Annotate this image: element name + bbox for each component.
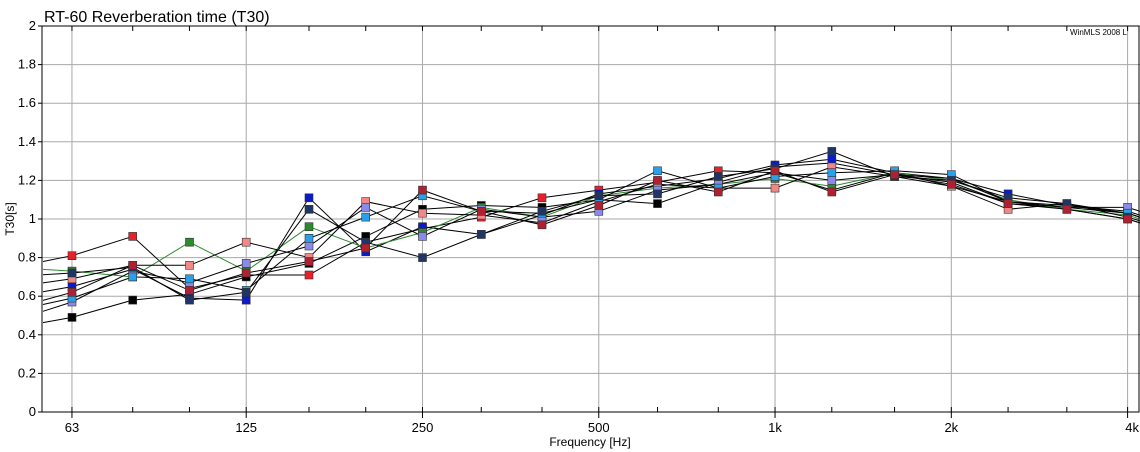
data-point (185, 274, 194, 284)
data-point (537, 220, 547, 230)
data-point (67, 268, 77, 278)
data-point (128, 295, 137, 305)
x-tick-label: 125 (235, 420, 257, 435)
x-tick-label: 500 (588, 420, 610, 435)
data-point (653, 166, 662, 176)
data-point (537, 207, 547, 216)
data-point (713, 187, 723, 197)
data-point (653, 199, 662, 208)
axes: 0 0.2 0.4 0.6 0.8 1 1.2 1.4 1.6 1.8 2 63 125 250 500 1k… (18, 18, 1140, 435)
data-point (827, 187, 837, 197)
data-point (476, 230, 486, 239)
data-point (890, 170, 899, 179)
series-markers (67, 147, 1132, 322)
data-point (128, 260, 137, 270)
data-point (241, 268, 251, 278)
y-tick-label: 1.2 (18, 172, 36, 187)
data-point (241, 259, 251, 268)
data-point (304, 193, 314, 203)
data-point (67, 251, 77, 260)
y-tick-label: 0.2 (18, 365, 36, 380)
y-tick-label: 0.6 (18, 288, 36, 303)
data-point (476, 207, 486, 216)
data-point (653, 189, 662, 199)
data-point (185, 286, 194, 295)
data-point (304, 270, 314, 280)
y-tick-label: 1.8 (18, 57, 36, 72)
data-point (770, 166, 780, 176)
data-point (128, 272, 137, 282)
plot-frame (41, 25, 1140, 413)
data-point (185, 295, 194, 305)
y-tick-label: 0.8 (18, 250, 36, 265)
data-point (67, 287, 77, 297)
data-point (1062, 205, 1072, 214)
data-point (241, 287, 251, 297)
data-point (418, 232, 427, 241)
data-point (827, 154, 837, 164)
data-point (594, 201, 604, 210)
data-point (946, 180, 956, 189)
data-point (361, 243, 371, 253)
data-point (418, 253, 427, 262)
x-axis-label: Frequency [Hz] (549, 435, 630, 449)
data-point (418, 185, 427, 195)
y-tick-label: 0 (29, 404, 36, 419)
data-point (713, 172, 723, 181)
data-point (827, 176, 837, 185)
data-point (1123, 214, 1132, 224)
y-tick-label: 2 (29, 18, 36, 33)
data-point (304, 257, 314, 266)
data-point (304, 234, 314, 243)
data-point (770, 183, 780, 193)
watermark-text: WinMLS 2008 L (1070, 28, 1127, 37)
data-point (653, 176, 662, 185)
data-point (827, 168, 837, 177)
data-point (241, 295, 251, 305)
data-point (128, 232, 137, 241)
x-tick-label: 1k (768, 420, 782, 435)
data-point (594, 191, 604, 201)
x-tick-label: 63 (65, 420, 79, 435)
y-axis-label: T30[s] (3, 202, 17, 235)
data-point (185, 237, 194, 247)
x-tick-label: 2k (944, 420, 958, 435)
data-point (304, 205, 314, 214)
data-point (537, 193, 547, 203)
data-point (304, 222, 314, 231)
y-tick-label: 0.4 (18, 327, 36, 342)
y-tick-label: 1.6 (18, 95, 36, 110)
y-tick-label: 1 (29, 211, 36, 226)
chart-title: RT-60 Reverberation time (T30) (44, 9, 270, 26)
data-point (418, 208, 427, 218)
x-tick-label: 4k (1125, 420, 1139, 435)
x-tick-label: 250 (412, 420, 434, 435)
data-point (361, 203, 371, 212)
data-point (361, 212, 371, 222)
data-point (827, 147, 837, 156)
y-tick-label: 1.4 (18, 134, 36, 149)
data-point (185, 260, 194, 270)
data-point (1003, 199, 1013, 208)
data-point (67, 313, 77, 322)
data-point (304, 241, 314, 251)
data-point (241, 237, 251, 247)
